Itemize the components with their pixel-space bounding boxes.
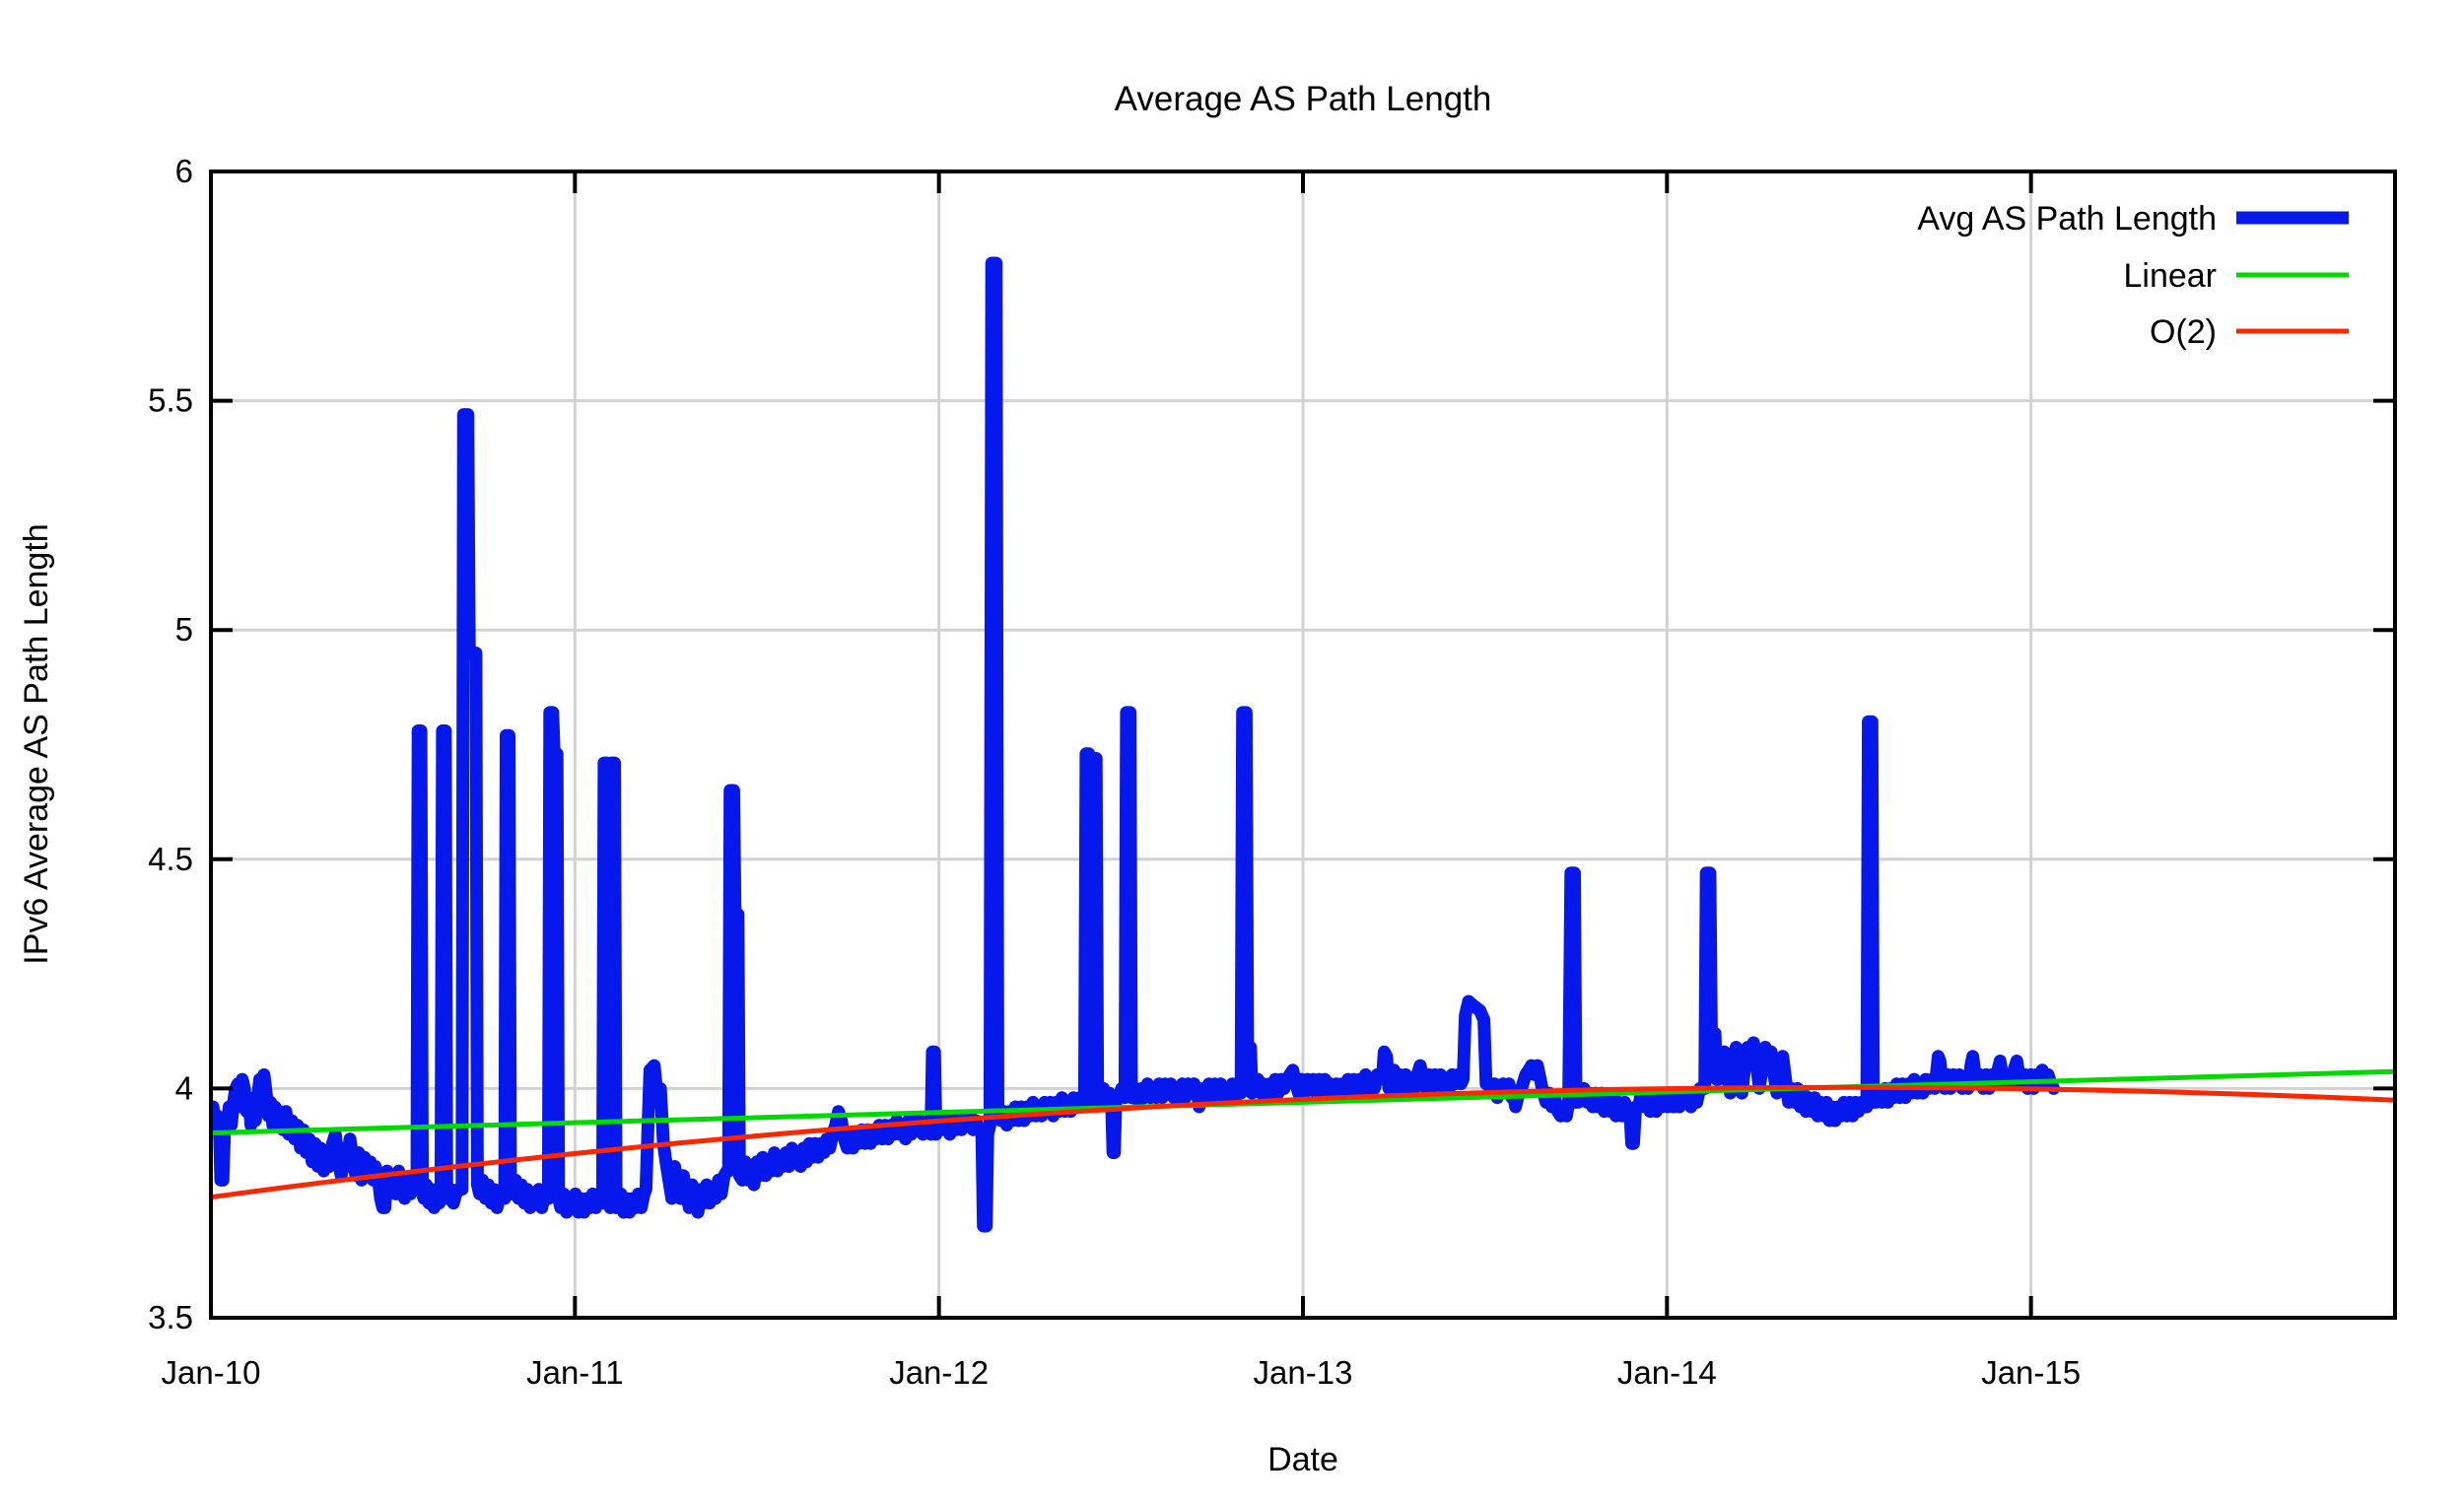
tick-labels: 3.5 4 4.5 5 5.5 6 Jan-10 Jan-11 Jan-12 Jan-13 Jan-…: [148, 153, 2081, 1391]
chart-title: Average AS Path Length: [1115, 80, 1492, 118]
legend-item-linear: Linear: [2123, 257, 2349, 295]
x-tick-label-Jan-10: Jan-10: [162, 1354, 261, 1391]
legend-item-o2: O(2): [2150, 313, 2349, 351]
series-o-2-: [211, 1084, 2395, 1200]
series-linear: [211, 1068, 2395, 1135]
legend-label-o2: O(2): [2150, 313, 2217, 351]
y-tick-label-4.5: 4.5: [148, 841, 193, 877]
y-tick-label-6: 6: [175, 153, 193, 189]
y-tick-label-5: 5: [175, 611, 193, 648]
legend-item-avg-as-path-length: Avg AS Path Length: [1917, 200, 2349, 238]
series-layer: [211, 256, 2395, 1233]
legend: Avg AS Path Length Linear O(2): [1917, 200, 2349, 351]
y-tick-label-5.5: 5.5: [148, 382, 193, 419]
x-tick-label-Jan-12: Jan-12: [889, 1354, 989, 1391]
y-axis-label: IPv6 Average AS Path Length: [18, 523, 55, 964]
x-tick-label-Jan-14: Jan-14: [1617, 1354, 1717, 1391]
x-tick-label-Jan-15: Jan-15: [1981, 1354, 2081, 1391]
legend-label-linear: Linear: [2123, 257, 2217, 295]
plot-border: [209, 170, 2397, 1320]
series-avg-as-path-length: [211, 256, 2061, 1233]
x-tick-label-Jan-13: Jan-13: [1254, 1354, 1353, 1391]
x-tick-label-Jan-11: Jan-11: [526, 1354, 623, 1391]
y-tick-label-4: 4: [175, 1069, 193, 1106]
y-tick-label-3.5: 3.5: [148, 1299, 193, 1335]
legend-label-avg-as-path-length: Avg AS Path Length: [1917, 200, 2217, 238]
x-axis-label: Date: [1267, 1441, 1338, 1478]
gridlines: [211, 171, 2395, 1318]
